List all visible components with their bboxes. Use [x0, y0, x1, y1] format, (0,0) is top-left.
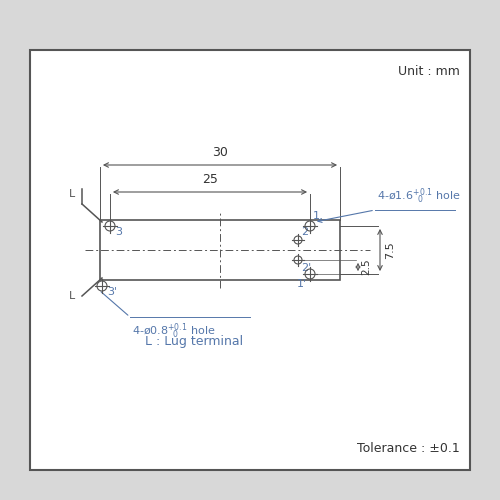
Text: 2: 2	[301, 227, 308, 237]
Text: Tolerance : ±0.1: Tolerance : ±0.1	[357, 442, 460, 455]
Bar	[100, 220, 340, 280]
Text: L : Lug terminal: L : Lug terminal	[145, 335, 243, 348]
Text: 4-ø0.8$^{+0.1}_{\ \ 0}$ hole: 4-ø0.8$^{+0.1}_{\ \ 0}$ hole	[132, 321, 216, 340]
Text: 30: 30	[212, 146, 228, 159]
Text: 1': 1'	[297, 279, 307, 289]
Text: 2': 2'	[301, 263, 311, 273]
Text: 25: 25	[202, 173, 218, 186]
Text: 3: 3	[115, 227, 122, 237]
Text: 2.5: 2.5	[361, 258, 371, 276]
Text: 3': 3'	[107, 287, 117, 297]
Text: 7.5: 7.5	[385, 241, 395, 259]
Text: L: L	[69, 189, 75, 199]
Text: L: L	[69, 291, 75, 301]
Text: 1: 1	[313, 211, 320, 221]
Text: 4-ø1.6$^{+0.1}_{\ \ 0}$ hole: 4-ø1.6$^{+0.1}_{\ \ 0}$ hole	[377, 186, 460, 206]
Bar	[30, 50, 470, 470]
Text: Unit : mm: Unit : mm	[398, 65, 460, 78]
